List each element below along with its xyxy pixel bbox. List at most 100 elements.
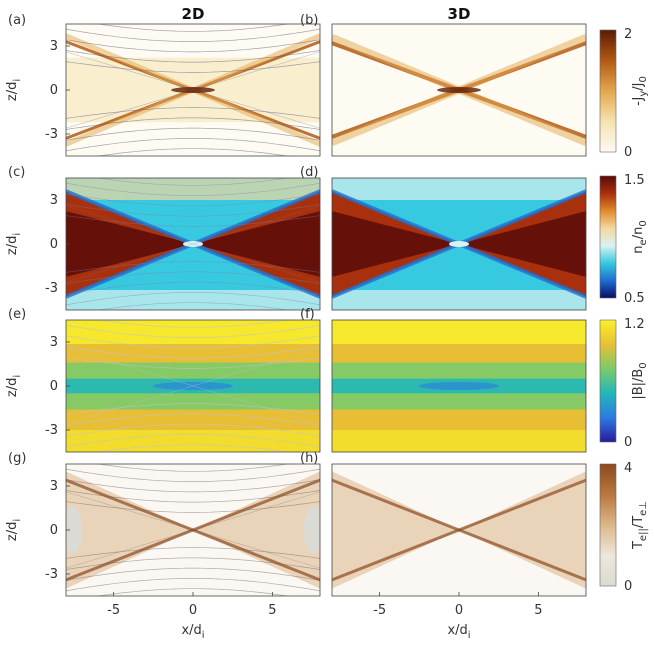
field-line <box>95 464 291 472</box>
panel-letter: (c) <box>8 165 25 180</box>
field-line <box>66 127 320 141</box>
colorbar-bottom-tick: 0 <box>624 145 632 160</box>
field-line <box>66 501 320 513</box>
field-line <box>95 178 291 186</box>
x-tick-label: 0 <box>189 603 197 618</box>
column-title-3d: 3D <box>448 5 471 23</box>
panel-letter: (f) <box>300 307 315 322</box>
field-line <box>66 335 320 349</box>
heatmap-lower-strong <box>66 430 320 452</box>
field-line <box>66 281 320 295</box>
anisotropy-wedge <box>66 471 193 589</box>
panel-b <box>331 23 587 157</box>
anisotropy-wedge <box>459 471 586 589</box>
field-line <box>66 434 320 448</box>
colorbar-gradient <box>599 319 617 443</box>
anisotropy-wedge <box>332 471 459 589</box>
field-line <box>66 557 320 570</box>
colorbar-label-main: |B|/B <box>631 369 646 400</box>
colorbar-bottom-tick: 0.5 <box>624 291 645 306</box>
field-line <box>66 292 320 306</box>
column-title-2d: 2D <box>182 5 205 23</box>
field-line <box>66 490 320 503</box>
colorbar-label-sub2: 0 <box>638 220 649 226</box>
panel-image <box>66 24 320 156</box>
exhaust-core <box>193 211 320 277</box>
y-tick-label: 0 <box>50 523 58 538</box>
y-tick-label: 3 <box>50 39 58 54</box>
y-axis-label: z/di <box>5 519 23 541</box>
field-line <box>66 162 320 175</box>
colorbar-label: ne/n0 <box>631 220 649 253</box>
separatrix-line <box>66 347 320 425</box>
colorbar-top-tick: 1.5 <box>624 173 645 188</box>
field-line <box>66 578 320 592</box>
colorbar-label-sub2: 0 <box>638 76 649 82</box>
field-line <box>66 182 320 196</box>
field-line <box>66 357 320 369</box>
exhaust-core <box>66 211 193 277</box>
field-line <box>95 444 291 452</box>
field-line <box>66 547 320 559</box>
colorbar-label-sub1: e|| <box>638 528 649 541</box>
colorbar-label-main: n <box>631 245 646 253</box>
x-tick-label: 0 <box>455 603 463 618</box>
x-tick-label: -5 <box>373 603 386 618</box>
field-line <box>95 24 291 32</box>
colorbar-label: Te||/Te⊥ <box>631 501 649 550</box>
colorbar-label-sub1: y <box>638 91 649 97</box>
heatmap-lower-strong <box>332 430 586 452</box>
separatrix-line <box>66 491 320 569</box>
colorbar-bottom-tick: 0 <box>624 579 632 594</box>
x-axis-label: x/di <box>447 623 470 641</box>
colorbar-label-mid: /T <box>631 516 646 528</box>
field-line <box>66 61 320 73</box>
heatmap-lower-inflow <box>66 290 320 310</box>
colorbar-top-tick: 4 <box>624 461 632 476</box>
panel-letter: (e) <box>8 307 26 322</box>
panel-letter: (a) <box>8 13 26 28</box>
colorbar-label: |B|/B0 <box>631 362 649 399</box>
colorbar-label-main: -J <box>631 97 646 106</box>
x-point <box>183 241 203 247</box>
colorbar-label-sub1: e <box>638 239 649 245</box>
colorbar-gradient <box>599 175 617 299</box>
x-axis-label-sub: i <box>468 630 471 641</box>
y-axis-label-sub: i <box>12 519 23 522</box>
y-axis-label: z/di <box>5 233 23 255</box>
x-tick-label: 5 <box>268 603 276 618</box>
field-line <box>66 39 320 53</box>
y-tick-label: 3 <box>50 193 58 208</box>
separatrix-line <box>66 205 320 283</box>
colorbar-label-mid: /J <box>631 82 646 90</box>
colorbar-label-sub2: e⊥ <box>638 501 649 516</box>
panel-h <box>331 463 587 597</box>
separatrix-line <box>66 51 320 129</box>
panel-letter: (d) <box>300 165 318 180</box>
panel-e <box>65 319 321 453</box>
field-line <box>66 107 320 119</box>
grey-left-region <box>66 506 83 554</box>
y-axis-label: z/di <box>5 375 23 397</box>
panel-frame <box>331 177 587 311</box>
panel-image <box>66 320 320 452</box>
heatmap-upper-strong <box>66 320 320 344</box>
panel-image <box>332 320 586 452</box>
field-line <box>66 215 320 227</box>
panel-d <box>331 177 587 311</box>
y-axis-label-main: z/d <box>5 236 20 255</box>
separatrix-line <box>66 51 320 129</box>
x-tick-label: -5 <box>107 603 120 618</box>
y-tick-label: 0 <box>50 83 58 98</box>
x-point <box>171 87 215 93</box>
field-line <box>66 413 320 426</box>
x-axis-label: x/di <box>181 623 204 641</box>
x-point <box>419 382 499 390</box>
x-point <box>153 382 233 390</box>
field-line <box>66 261 320 273</box>
field-line <box>95 320 291 328</box>
colorbar-label-sub2: 0 <box>638 362 649 368</box>
field-line <box>66 468 320 482</box>
separatrix-line <box>66 491 320 569</box>
